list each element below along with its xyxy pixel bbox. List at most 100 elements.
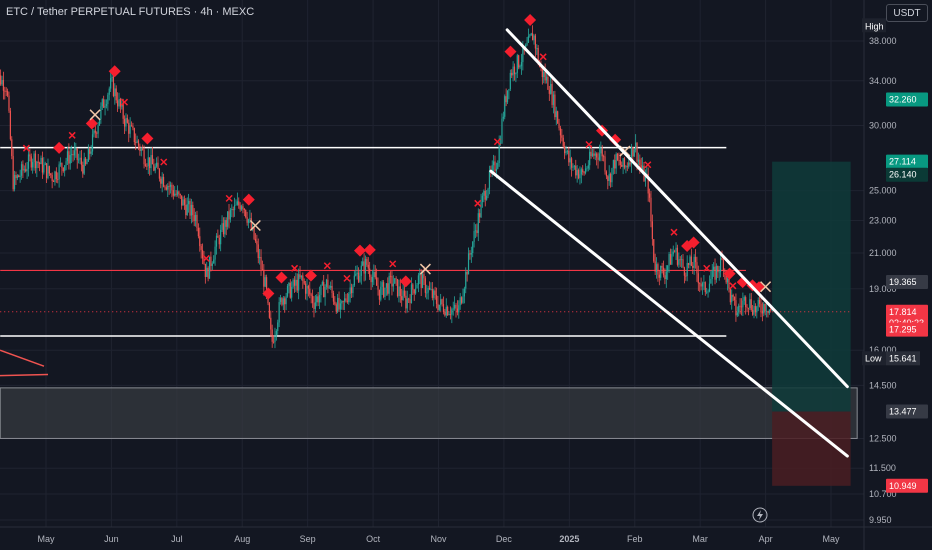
candle-body <box>757 300 759 307</box>
candle-body <box>66 151 69 162</box>
candle-body <box>282 298 284 305</box>
candle-body <box>327 279 329 289</box>
candle-body <box>161 176 163 184</box>
signal-diamond <box>85 117 98 130</box>
candle-body <box>454 304 456 309</box>
candle-body <box>558 123 560 129</box>
signal-cross <box>729 282 737 290</box>
candle-body <box>257 244 259 259</box>
candle-body <box>551 83 553 105</box>
candle-body <box>341 301 343 304</box>
candle-body <box>339 303 342 310</box>
candle-body <box>19 175 21 177</box>
candle-body <box>186 204 188 216</box>
candle-body <box>415 288 417 294</box>
candle-body <box>1 80 3 85</box>
candle-body <box>573 165 575 167</box>
candle-body <box>667 265 669 272</box>
candle-body <box>192 204 194 216</box>
candle-body <box>330 285 332 288</box>
candle-body <box>337 297 339 312</box>
candle-body <box>381 282 383 287</box>
candle-body <box>448 314 450 315</box>
signal-cross <box>160 158 168 166</box>
candle-body <box>292 279 294 288</box>
candle-body <box>193 215 195 221</box>
candle-body <box>600 148 602 154</box>
price-tag <box>886 478 928 493</box>
candle-body <box>623 158 626 168</box>
candle-body <box>357 272 360 282</box>
candle-body <box>564 146 566 154</box>
candle-body <box>531 33 534 41</box>
candle-body <box>685 275 687 277</box>
candle-body <box>543 71 545 78</box>
candle-body <box>18 175 20 177</box>
candle-body <box>511 72 513 76</box>
candle-body <box>355 274 357 276</box>
candle-body <box>260 256 262 270</box>
candle-body <box>648 193 651 198</box>
time-axis[interactable]: May Jun Jul Aug Sep Oct Nov Dec 2025 Feb Mar Apr May <box>37 534 840 544</box>
candle-body <box>674 251 676 253</box>
candle-body <box>29 154 31 157</box>
candle-body <box>682 259 684 268</box>
candle-body <box>300 275 303 278</box>
y-tick-label: 30.000 <box>869 120 897 130</box>
horizontal-levels[interactable] <box>0 146 851 337</box>
candle-body <box>55 171 57 180</box>
candle-body <box>582 169 584 173</box>
candle-body <box>72 154 74 156</box>
candle-body <box>52 181 55 182</box>
candle-body <box>197 227 199 237</box>
candle-body <box>469 253 471 255</box>
x-tick-label: Oct <box>366 534 381 544</box>
candle-body <box>171 184 173 191</box>
candle-body <box>767 311 769 314</box>
channel-upper-line[interactable] <box>505 28 849 389</box>
candle-body <box>569 158 571 163</box>
candle-body <box>157 162 159 170</box>
candle-body <box>382 282 385 297</box>
candle-body <box>32 162 34 168</box>
candle-body <box>747 307 750 309</box>
candle-body <box>603 156 605 158</box>
candle-body <box>225 220 227 227</box>
candle-body <box>669 254 672 265</box>
candle-body <box>321 282 323 285</box>
candle-body <box>402 290 404 300</box>
candle-body <box>385 283 387 288</box>
descending-channel[interactable] <box>489 28 849 458</box>
candle-body <box>69 155 71 164</box>
candle-body <box>722 259 724 271</box>
currency-button[interactable]: USDT <box>886 4 928 22</box>
candle-body <box>632 146 634 157</box>
candle-body <box>554 94 556 118</box>
candle-body <box>590 151 592 157</box>
candle-body <box>343 298 346 302</box>
candle-body <box>324 286 326 298</box>
candle-body <box>707 291 709 293</box>
candle-body <box>752 309 754 315</box>
candle-body <box>215 235 218 247</box>
signal-cross <box>539 53 547 61</box>
channel-lower-line[interactable] <box>489 169 849 458</box>
candle-body <box>133 128 135 143</box>
candle-body <box>151 155 154 165</box>
candle-body <box>651 221 653 240</box>
price-axis[interactable]: 38.000 34.000 30.000 25.000 23.000 21.000 19.0… <box>869 36 897 525</box>
candle-body <box>642 165 644 171</box>
candle-body <box>527 36 530 43</box>
candle-body <box>79 157 81 160</box>
candle-body <box>557 111 559 124</box>
y-tick-label: 14.500 <box>869 380 897 390</box>
candle-body <box>541 67 543 78</box>
candle-body <box>318 294 321 303</box>
signal-diamond <box>363 243 376 256</box>
candle-body <box>699 283 701 285</box>
candle-body <box>668 254 670 266</box>
replay-icon[interactable] <box>752 507 768 523</box>
candle-body <box>345 298 347 301</box>
candle-body <box>732 295 734 297</box>
